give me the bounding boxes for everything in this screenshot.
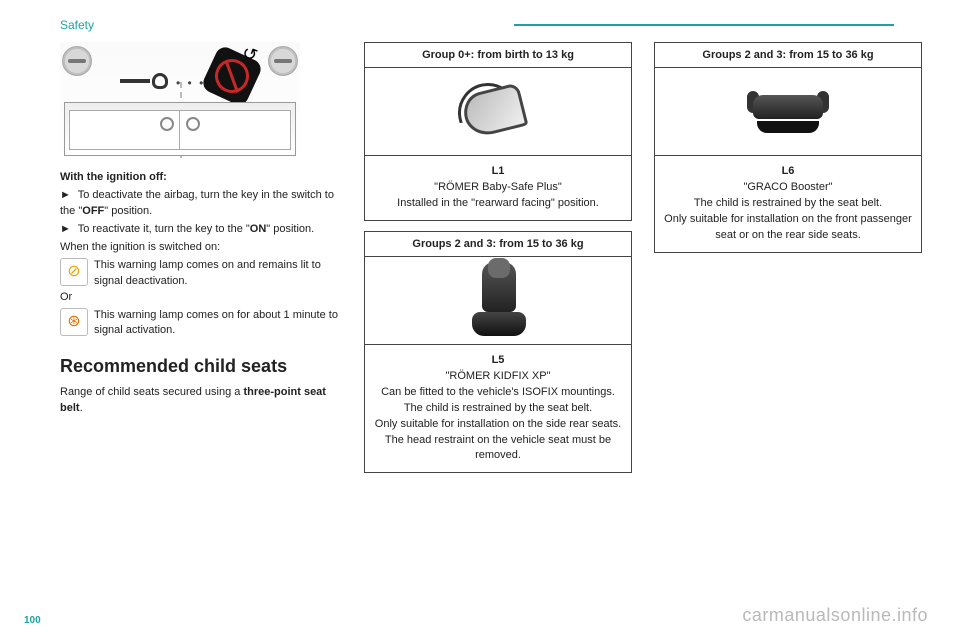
card-body: L6 "GRACO Booster" The child is restrain… (655, 156, 921, 252)
section-heading: Recommended child seats (60, 353, 342, 379)
range-text-post: . (80, 402, 83, 414)
ignition-off-label: With the ignition off: (60, 171, 167, 183)
booster-seat-icon (743, 89, 833, 135)
page-number: 100 (24, 615, 41, 626)
card-title: Groups 2 and 3: from 15 to 36 kg (365, 232, 631, 257)
seat-name: "RÖMER Baby-Safe Plus" (373, 180, 623, 196)
seat-line: The child is restrained by the seat belt… (373, 401, 623, 417)
on-word: ON (250, 223, 267, 235)
steering-wheel-right-icon (268, 46, 298, 76)
watermark-text: carmanualsonline.info (742, 605, 928, 626)
steering-wheel-left-icon (62, 46, 92, 76)
page-header: Safety (60, 18, 920, 32)
header-rule (514, 24, 894, 26)
seat-code: L5 (373, 353, 623, 369)
key-icon (120, 70, 168, 92)
seat-name: "RÖMER KIDFIX XP" (373, 369, 623, 385)
card-image (365, 68, 631, 156)
column-left: • • • ↺ With the ignition off: ► To deac… (60, 42, 342, 483)
dashboard-panel-icon (64, 102, 296, 156)
warning-lamp-activation-icon: ⊛ (60, 308, 88, 336)
warning-lamp-row-2: ⊛ This warning lamp comes on for about 1… (60, 308, 342, 340)
seat-code: L1 (373, 164, 623, 180)
reactivate-text-pre: To reactivate it, turn the key to the " (78, 223, 250, 235)
warning-lamp-row-1: ⊘ This warning lamp comes on and remains… (60, 258, 342, 290)
seat-name: "GRACO Booster" (663, 180, 913, 196)
seat-code: L6 (663, 164, 913, 180)
bullet-icon: ► (60, 188, 71, 204)
card-image (365, 257, 631, 345)
warning-lamp-deactivation-icon: ⊘ (60, 258, 88, 286)
card-image (655, 68, 921, 156)
column-right: Groups 2 and 3: from 15 to 36 kg L6 "GRA… (654, 42, 922, 483)
card-title: Group 0+: from birth to 13 kg (365, 43, 631, 68)
airbag-switch-diagram: • • • ↺ (60, 42, 300, 162)
when-ignition-on: When the ignition is switched on: (60, 240, 342, 256)
motion-dots-icon: • • • (176, 76, 205, 90)
child-seat-icon (458, 260, 538, 340)
warning-lamp-2-text: This warning lamp comes on for about 1 m… (94, 308, 342, 340)
range-text-pre: Range of child seats secured using a (60, 386, 243, 398)
off-word: OFF (82, 205, 104, 217)
card-title: Groups 2 and 3: from 15 to 36 kg (655, 43, 921, 68)
card-body: L1 "RÖMER Baby-Safe Plus" Installed in t… (365, 156, 631, 220)
bullet-icon: ► (60, 222, 71, 238)
warning-lamp-1-text: This warning lamp comes on and remains l… (94, 258, 342, 290)
seat-line: The head restraint on the vehicle seat m… (373, 433, 623, 465)
card-group-0plus: Group 0+: from birth to 13 kg L1 "RÖMER … (364, 42, 632, 221)
seat-line: Can be fitted to the vehicle's ISOFIX mo… (373, 385, 623, 401)
deactivate-text-post: " position. (104, 205, 152, 217)
seat-line: Installed in the "rearward facing" posit… (373, 196, 623, 212)
seat-line: The child is restrained by the seat belt… (663, 196, 913, 212)
or-text: Or (60, 290, 342, 306)
instructions-text: With the ignition off: ► To deactivate t… (60, 170, 342, 417)
page: Safety • • • ↺ With the ignition of (0, 0, 960, 501)
infant-seat-icon (448, 81, 548, 143)
content-columns: • • • ↺ With the ignition off: ► To deac… (60, 42, 920, 483)
reactivate-text-post: " position. (266, 223, 314, 235)
card-group-2-3-kidfix: Groups 2 and 3: from 15 to 36 kg L5 "RÖM… (364, 231, 632, 474)
card-group-2-3-booster: Groups 2 and 3: from 15 to 36 kg L6 "GRA… (654, 42, 922, 253)
seat-line: Only suitable for installation on the fr… (663, 212, 913, 244)
header-title: Safety (60, 18, 94, 32)
card-body: L5 "RÖMER KIDFIX XP" Can be fitted to th… (365, 345, 631, 473)
seat-line: Only suitable for installation on the si… (373, 417, 623, 433)
column-middle: Group 0+: from birth to 13 kg L1 "RÖMER … (364, 42, 632, 483)
